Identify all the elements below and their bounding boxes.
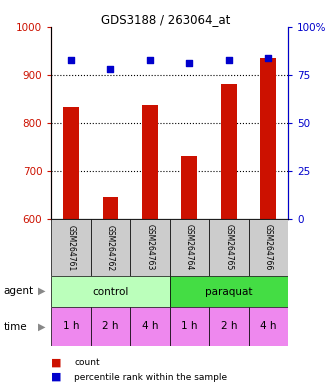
Text: 4 h: 4 h	[142, 321, 158, 331]
Point	[265, 55, 271, 61]
Bar	[221, 84, 237, 219]
Text: GSM264763: GSM264763	[145, 225, 155, 271]
Bar	[181, 157, 197, 219]
Text: GSM264765: GSM264765	[224, 225, 233, 271]
Text: GSM264762: GSM264762	[106, 225, 115, 271]
Bar	[209, 219, 249, 276]
Bar	[130, 307, 169, 346]
Text: GSM264764: GSM264764	[185, 225, 194, 271]
Text: agent: agent	[3, 286, 33, 296]
Point	[187, 60, 192, 66]
Text: GSM264766: GSM264766	[264, 225, 273, 271]
Text: 1 h: 1 h	[63, 321, 79, 331]
Text: 2 h: 2 h	[220, 321, 237, 331]
Bar	[91, 219, 130, 276]
Text: percentile rank within the sample: percentile rank within the sample	[74, 372, 228, 382]
Text: GSM264761: GSM264761	[67, 225, 75, 271]
Point	[69, 56, 74, 63]
Text: 2 h: 2 h	[102, 321, 119, 331]
Text: paraquat: paraquat	[205, 287, 253, 297]
Bar	[51, 307, 91, 346]
Text: ■: ■	[51, 372, 62, 382]
Bar	[51, 276, 169, 307]
Text: ▶: ▶	[38, 322, 45, 332]
Bar	[130, 219, 169, 276]
Text: ■: ■	[51, 358, 62, 368]
Text: 1 h: 1 h	[181, 321, 198, 331]
Bar	[260, 58, 276, 219]
Bar	[209, 307, 249, 346]
Text: count: count	[74, 358, 100, 367]
Bar	[142, 105, 158, 219]
Point	[226, 56, 231, 63]
Text: time: time	[3, 322, 27, 332]
Bar	[169, 307, 209, 346]
Bar	[169, 219, 209, 276]
Bar	[51, 219, 91, 276]
Bar	[91, 307, 130, 346]
Text: control: control	[92, 287, 129, 297]
Bar	[249, 219, 288, 276]
Text: 4 h: 4 h	[260, 321, 276, 331]
Point	[108, 66, 113, 72]
Bar	[103, 197, 118, 219]
Bar	[249, 307, 288, 346]
Point	[147, 56, 153, 63]
Text: ▶: ▶	[38, 286, 45, 296]
Bar	[169, 276, 288, 307]
Bar	[63, 107, 79, 219]
Text: GDS3188 / 263064_at: GDS3188 / 263064_at	[101, 13, 230, 26]
